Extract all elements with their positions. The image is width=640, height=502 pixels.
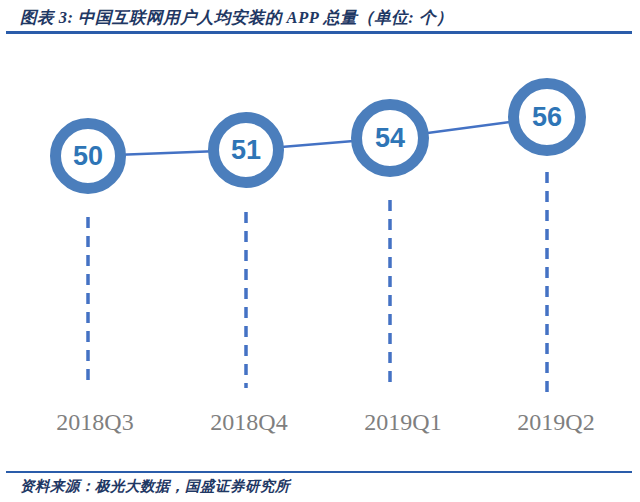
data-point-value: 51 bbox=[231, 135, 261, 166]
data-point-value: 50 bbox=[73, 141, 103, 172]
report-figure-page: 图表 3: 中国互联网用户人均安装的 APP 总量（单位: 个） 50 51 5… bbox=[0, 0, 640, 502]
data-point-marker-2019q2: 56 bbox=[508, 78, 586, 156]
x-axis-label-2018q4: 2018Q4 bbox=[210, 409, 287, 436]
series-connector-line bbox=[88, 117, 547, 156]
data-point-value: 56 bbox=[532, 102, 562, 133]
data-point-value: 54 bbox=[375, 123, 405, 154]
footer-divider-line bbox=[6, 471, 632, 473]
data-point-marker-2018q4: 51 bbox=[208, 112, 284, 188]
x-axis-label-2019q2: 2019Q2 bbox=[517, 409, 594, 436]
x-axis-label-2018q3: 2018Q3 bbox=[56, 409, 133, 436]
data-point-marker-2019q1: 54 bbox=[351, 99, 429, 177]
chart-canvas bbox=[0, 0, 640, 470]
data-source-note: 资料来源：极光大数据，国盛证券研究所 bbox=[20, 477, 290, 496]
x-axis-label-2019q1: 2019Q1 bbox=[364, 409, 441, 436]
data-point-marker-2018q3: 50 bbox=[50, 118, 126, 194]
